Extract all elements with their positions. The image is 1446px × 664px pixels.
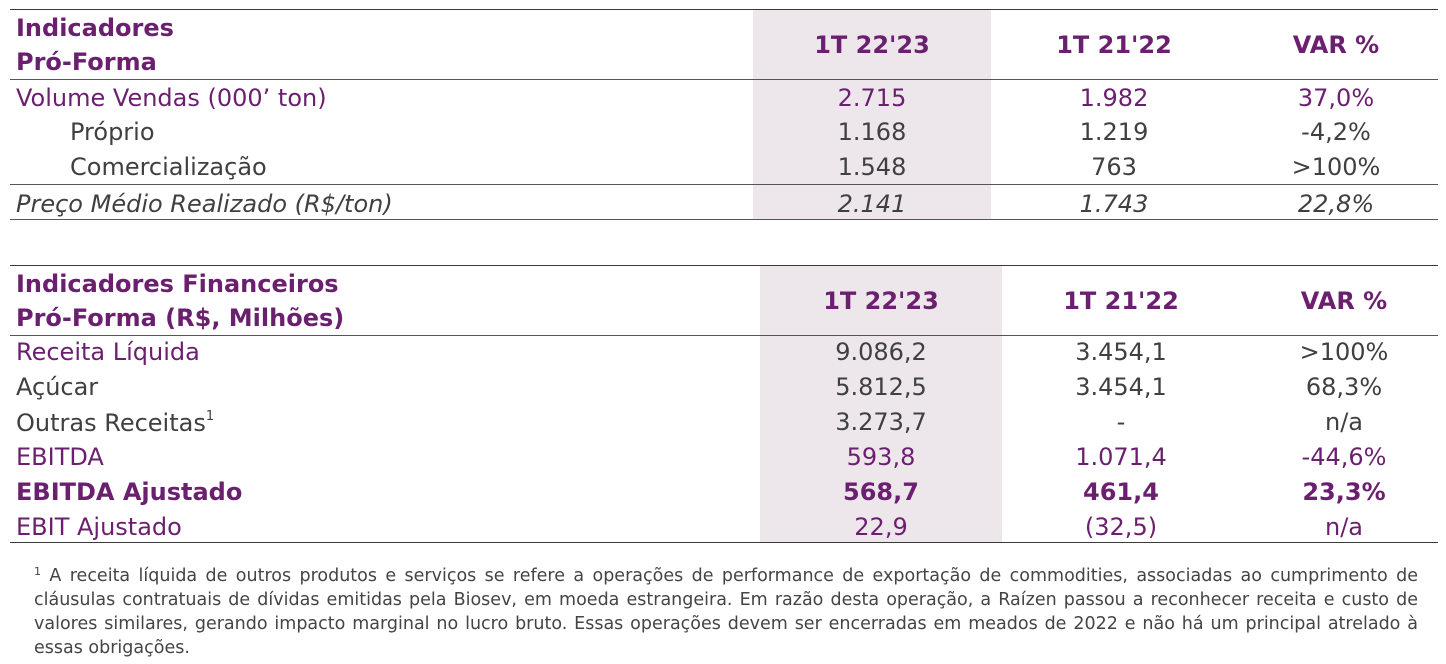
footnote: 1 A receita líquida de outros produtos e… [34, 560, 1418, 660]
column-header-current: 1T 22'23 [823, 287, 939, 315]
row-label: Próprio [70, 118, 155, 146]
cell-variation: 37,0% [1297, 84, 1375, 112]
cell-variation: 23,3% [1302, 478, 1386, 506]
row-label: Açúcar [16, 373, 99, 401]
row-label: EBIT Ajustado [16, 513, 182, 541]
operational-indicators-table: Indicadores Pró-Forma 1T 22'23 1T 21'22 … [0, 0, 1446, 222]
highlight-column [753, 10, 991, 220]
cell-previous: 461,4 [1083, 478, 1159, 506]
cell-current: 593,8 [846, 443, 916, 471]
table-top-rule [10, 265, 1438, 266]
cell-current: 3.273,7 [835, 408, 927, 436]
footnote-marker: 1 [34, 565, 41, 578]
column-header-previous: 1T 21'22 [1056, 31, 1172, 59]
cell-previous: 1.071,4 [1075, 443, 1167, 471]
cell-current: 568,7 [843, 478, 919, 506]
cell-current: 2.715 [837, 84, 907, 112]
column-header-variation: VAR % [1292, 31, 1380, 59]
table-title-line2: Pró-Forma (R$, Milhões) [16, 304, 345, 332]
cell-current: 2.141 [837, 190, 907, 218]
header-rule [10, 335, 1438, 336]
cell-previous: 763 [1091, 153, 1137, 181]
column-header-current: 1T 22'23 [814, 31, 930, 59]
cell-variation: 22,8% [1297, 190, 1375, 218]
column-header-variation: VAR % [1300, 287, 1388, 315]
cell-variation: -44,6% [1301, 443, 1387, 471]
cell-variation: 68,3% [1305, 373, 1383, 401]
row-label: Receita Líquida [16, 338, 200, 366]
table-title-line1: Indicadores [16, 14, 174, 42]
cell-variation: n/a [1324, 513, 1363, 541]
cell-current: 1.548 [837, 153, 907, 181]
footnote-text: A receita líquida de outros produtos e s… [34, 566, 1418, 658]
header-rule [10, 79, 1438, 80]
cell-variation: >100% [1291, 153, 1381, 181]
cell-previous: 1.743 [1079, 190, 1149, 218]
row-label: Comercialização [70, 153, 267, 181]
cell-variation: -4,2% [1301, 118, 1371, 146]
row-label: Preço Médio Realizado (R$/ton) [16, 190, 393, 218]
row-label: Outras Receitas1 [16, 410, 214, 435]
cell-previous: (32,5) [1084, 513, 1158, 541]
cell-current: 1.168 [837, 118, 907, 146]
table-bottom-rule [10, 219, 1438, 220]
cell-variation: n/a [1324, 408, 1363, 436]
table-title-line2: Pró-Forma [16, 48, 157, 76]
row-label: Volume Vendas (000’ ton) [16, 84, 327, 112]
row-rule [10, 184, 1438, 185]
row-label: EBITDA [16, 443, 104, 471]
table-title-line1: Indicadores Financeiros [16, 270, 339, 298]
cell-current: 9.086,2 [835, 338, 927, 366]
cell-current: 22,9 [854, 513, 908, 541]
row-label: EBITDA Ajustado [16, 478, 243, 506]
cell-variation: >100% [1299, 338, 1389, 366]
cell-previous: 3.454,1 [1075, 373, 1167, 401]
cell-previous: - [1116, 408, 1126, 436]
cell-current: 5.812,5 [835, 373, 927, 401]
footnote-marker: 1 [205, 409, 215, 424]
table-bottom-rule [10, 542, 1438, 543]
row-label-text: Outras Receitas [16, 409, 206, 437]
table-top-rule [10, 9, 1438, 10]
financial-indicators-table: Indicadores Financeiros Pró-Forma (R$, M… [0, 264, 1446, 544]
column-header-previous: 1T 21'22 [1063, 287, 1179, 315]
cell-previous: 1.219 [1079, 118, 1149, 146]
cell-previous: 1.982 [1079, 84, 1149, 112]
cell-previous: 3.454,1 [1075, 338, 1167, 366]
highlight-column [760, 266, 1002, 542]
